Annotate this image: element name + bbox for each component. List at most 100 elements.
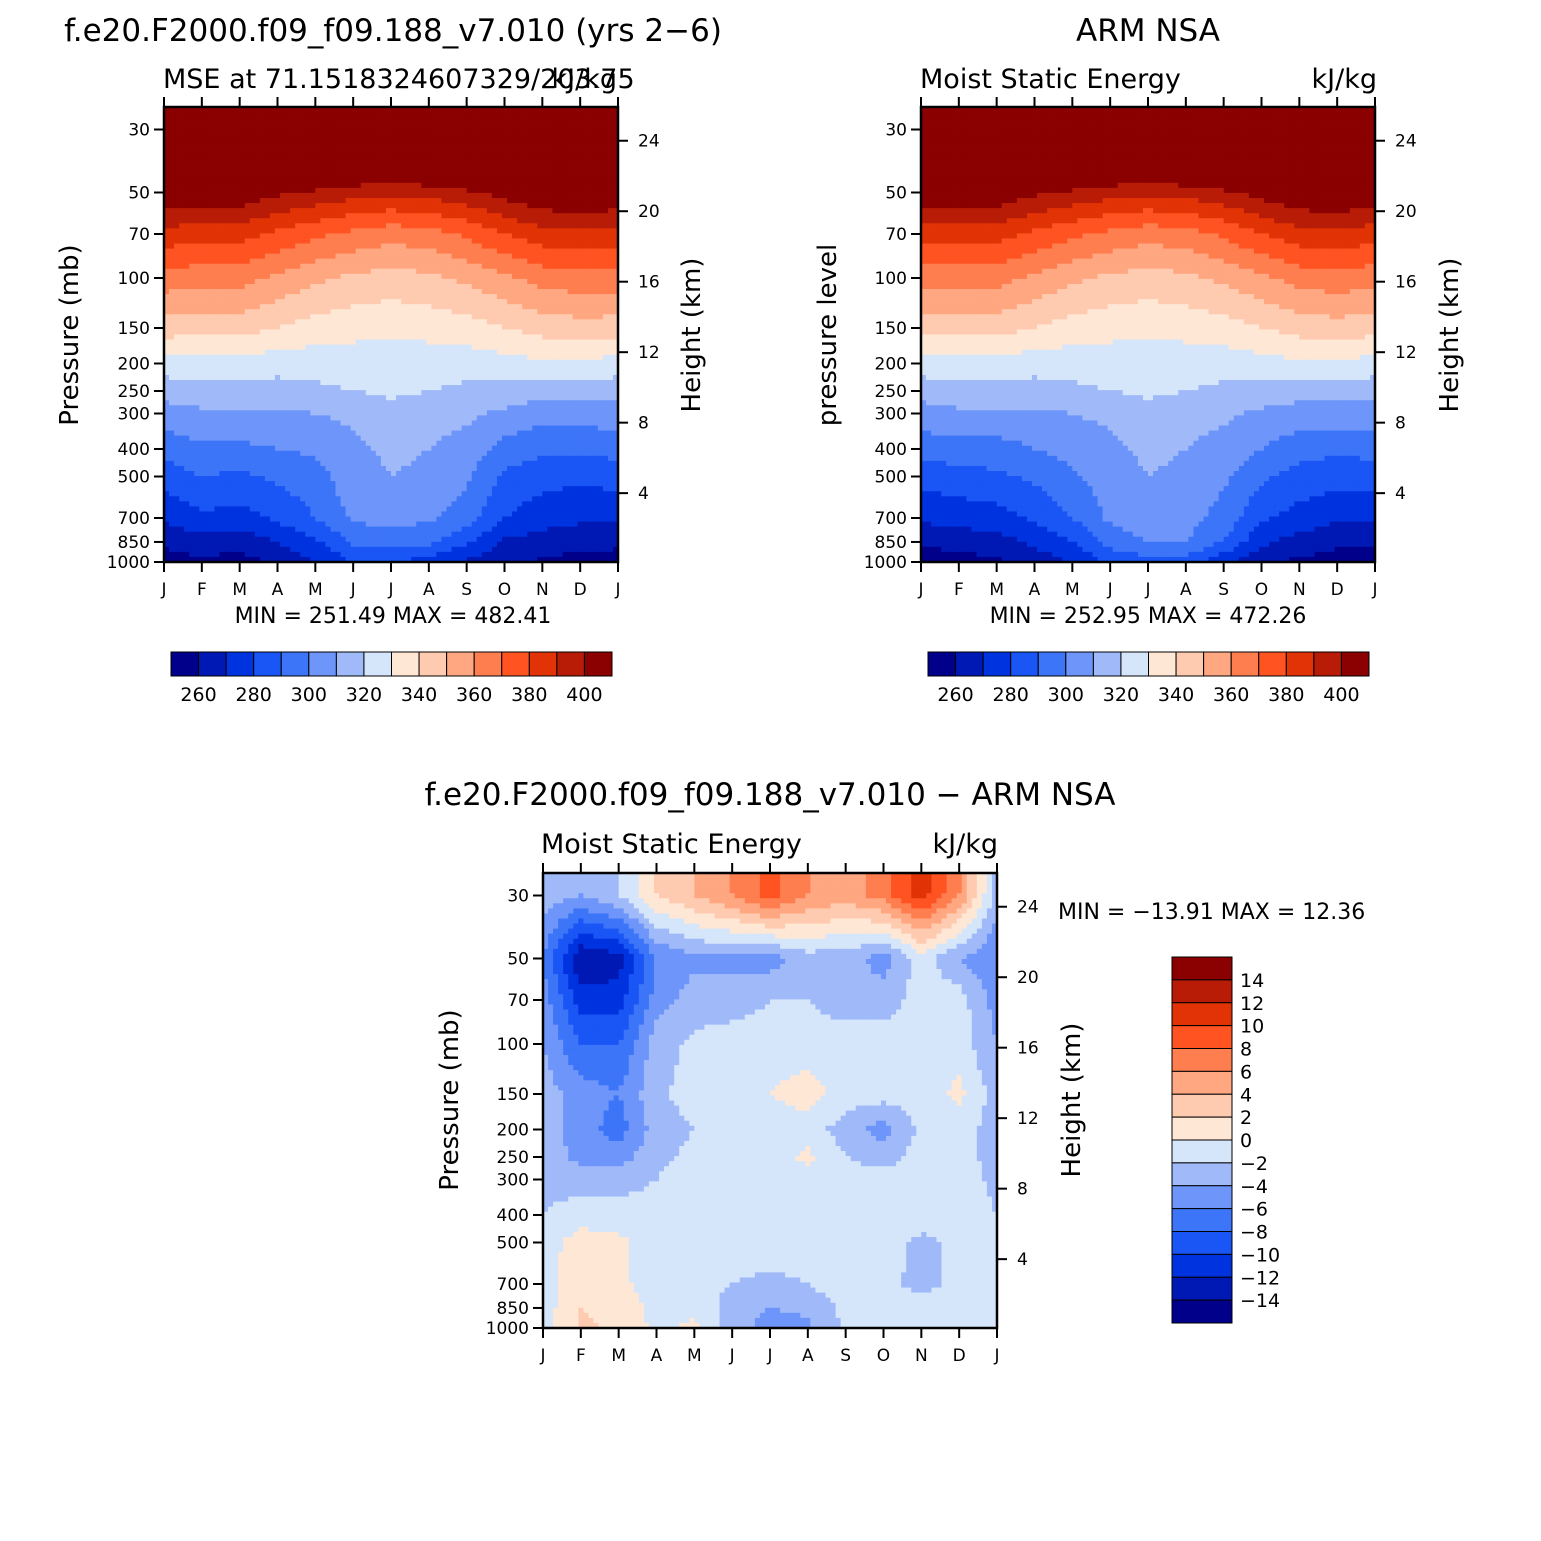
contour-cell — [355, 273, 362, 280]
contour-cell — [587, 107, 594, 113]
contour-cell — [234, 344, 241, 351]
contour-cell — [169, 334, 175, 341]
contour-cell — [320, 172, 327, 179]
contour-cell — [441, 117, 448, 123]
contour-cell — [537, 167, 543, 174]
contour-cell — [557, 243, 564, 250]
contour-cell — [587, 142, 594, 149]
contour-cell — [416, 324, 422, 331]
contour-cell — [421, 299, 427, 305]
contour-cell — [557, 339, 564, 346]
contour-cell — [501, 278, 508, 285]
contour-cell — [164, 309, 170, 315]
contour-cell — [481, 233, 488, 240]
contour-cell — [305, 304, 311, 310]
contour-cell — [547, 112, 554, 118]
contour-cell — [300, 177, 306, 184]
contour-cell — [194, 177, 200, 184]
contour-cell — [295, 223, 301, 229]
contour-cell — [426, 354, 432, 361]
contour-cell — [461, 147, 468, 154]
contour-cell — [446, 172, 453, 179]
contour-cell — [446, 374, 453, 381]
contour-cell — [350, 137, 357, 143]
contour-cell — [315, 122, 321, 128]
contour-cell — [527, 369, 533, 376]
contour-cell — [562, 137, 569, 143]
contour-cell — [592, 334, 599, 341]
contour-cell — [290, 142, 296, 149]
contour-cell — [547, 213, 554, 219]
contour-cell — [612, 374, 619, 381]
contour-cell — [375, 283, 382, 290]
contour-cell — [264, 385, 271, 391]
contour-cell — [254, 273, 261, 280]
contour-cell — [587, 304, 594, 310]
contour-cell — [471, 278, 478, 285]
contour-cell — [169, 319, 175, 325]
contour-cell — [426, 223, 432, 229]
contour-cell — [552, 172, 559, 179]
contour-cell — [602, 289, 609, 295]
contour-cell — [491, 324, 498, 331]
contour-cell — [164, 268, 170, 275]
contour-cell — [375, 228, 382, 234]
contour-cell — [370, 283, 377, 290]
contour-cell — [461, 359, 468, 366]
contour-cell — [300, 294, 306, 300]
contour-cell — [370, 354, 377, 361]
contour-cell — [466, 374, 473, 381]
contour-cell — [592, 213, 599, 219]
contour-cell — [355, 132, 362, 138]
contour-cell — [466, 344, 473, 351]
contour-cell — [512, 268, 518, 275]
contour-cell — [214, 309, 221, 315]
contour-cell — [577, 172, 584, 179]
contour-cell — [385, 203, 392, 209]
contour-cell — [179, 238, 185, 245]
contour-cell — [587, 369, 594, 376]
contour-cell — [562, 364, 569, 371]
contour-cell — [325, 278, 332, 285]
contour-cell — [451, 107, 458, 113]
contour-cell — [214, 319, 221, 325]
contour-cell — [315, 354, 321, 361]
contour-cell — [244, 213, 251, 219]
contour-cell — [295, 167, 301, 174]
contour-cell — [274, 132, 281, 138]
contour-cell — [471, 263, 478, 270]
contour-cell — [305, 187, 311, 194]
contour-cell — [597, 263, 604, 270]
contour-cell — [562, 203, 569, 209]
contour-cell — [305, 349, 311, 356]
contour-cell — [406, 182, 412, 189]
contour-cell — [385, 213, 392, 219]
contour-cell — [174, 192, 180, 199]
contour-cell — [219, 147, 226, 154]
contour-cell — [365, 349, 372, 356]
contour-cell — [269, 304, 276, 310]
contour-cell — [491, 273, 498, 280]
contour-cell — [184, 253, 190, 260]
contour-cell — [244, 380, 251, 386]
contour-cell — [375, 334, 382, 341]
contour-cell — [305, 369, 311, 376]
contour-cell — [199, 132, 205, 138]
contour-cell — [517, 359, 523, 366]
contour-cell — [224, 314, 231, 320]
contour-cell — [234, 157, 241, 164]
contour-cell — [229, 314, 236, 320]
contour-cell — [209, 127, 216, 133]
contour-cell — [416, 162, 422, 169]
contour-cell — [456, 309, 463, 315]
contour-cell — [466, 380, 473, 386]
contour-cell — [396, 344, 402, 351]
contour-cell — [209, 122, 216, 128]
contour-cell — [204, 278, 210, 285]
contour-cell — [582, 182, 589, 189]
contour-cell — [325, 152, 332, 159]
contour-cell — [244, 344, 251, 351]
contour-cell — [597, 177, 604, 184]
contour-cell — [476, 248, 483, 255]
contour-cell — [209, 299, 216, 305]
